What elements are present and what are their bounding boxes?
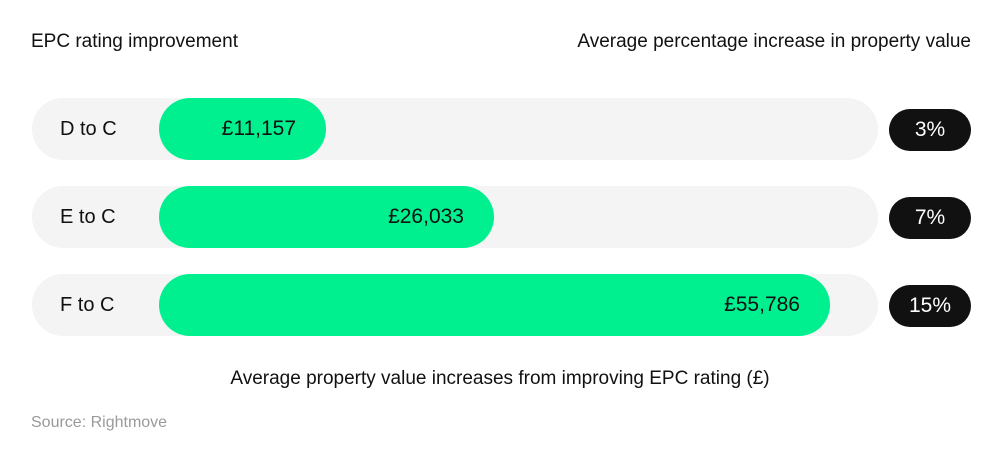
- bar-row-f-to-c: F to C £55,786: [32, 274, 878, 336]
- x-axis-title: Average property value increases from im…: [230, 368, 770, 389]
- bar-row-e-to-c: E to C £26,033: [32, 186, 878, 248]
- category-label: E to C: [60, 206, 116, 228]
- y-axis-title: EPC rating improvement: [31, 31, 238, 52]
- value-bar: £11,157: [159, 98, 326, 160]
- value-label: £11,157: [221, 117, 296, 140]
- bar-row-d-to-c: D to C £11,157: [32, 98, 878, 160]
- value-bar: £55,786: [159, 274, 830, 336]
- value-bar: £26,033: [159, 186, 494, 248]
- percentage-badge: 15%: [889, 285, 971, 327]
- percentage-column-title: Average percentage increase in property …: [577, 31, 971, 52]
- value-label: £55,786: [724, 293, 800, 316]
- category-label: F to C: [60, 294, 115, 316]
- percentage-badge: 7%: [889, 197, 971, 239]
- category-label: D to C: [60, 118, 117, 140]
- value-label: £26,033: [388, 205, 464, 228]
- percentage-badge: 3%: [889, 109, 971, 151]
- source-note: Source: Rightmove: [31, 414, 168, 431]
